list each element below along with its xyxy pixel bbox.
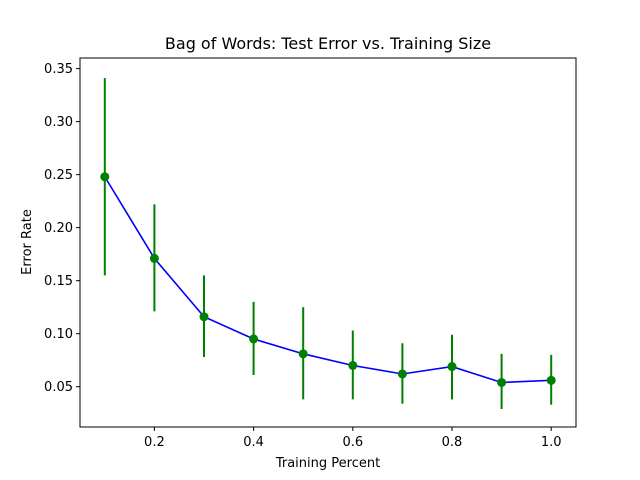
series-line — [104, 176, 552, 384]
y-tick-label: 0.15 — [44, 274, 73, 289]
data-point — [149, 253, 159, 263]
y-tick-label: 0.35 — [44, 62, 73, 77]
x-tick-label: 0.4 — [243, 435, 264, 450]
data-point — [397, 369, 407, 379]
data-point — [199, 312, 209, 322]
y-tick-label: 0.30 — [44, 115, 73, 130]
data-point — [298, 349, 308, 359]
x-tick-label: 0.8 — [442, 435, 463, 450]
x-tick-label: 1.0 — [541, 435, 562, 450]
data-point — [497, 377, 507, 387]
data-point — [249, 334, 259, 344]
y-axis: 0.05 0.10 0.15 0.20 0.25 0.30 0.35 — [44, 62, 80, 395]
x-axis: 0.2 0.4 0.6 0.8 1.0 — [144, 427, 562, 450]
y-axis-label: Error Rate — [20, 209, 35, 275]
x-tick-label: 0.2 — [144, 435, 165, 450]
data-point — [546, 375, 556, 385]
axes-frame — [79, 57, 577, 428]
data-point — [100, 172, 110, 182]
x-tick-label: 0.6 — [342, 435, 363, 450]
data-point — [447, 362, 457, 372]
plot-area — [100, 78, 556, 409]
y-tick-label: 0.05 — [44, 380, 73, 395]
y-tick-label: 0.20 — [44, 221, 73, 236]
y-tick-label: 0.10 — [44, 327, 73, 342]
data-point — [348, 361, 358, 370]
x-axis-label: Training Percent — [275, 456, 380, 471]
y-tick-label: 0.25 — [44, 168, 73, 183]
chart-title: Bag of Words: Test Error vs. Training Si… — [165, 34, 491, 53]
